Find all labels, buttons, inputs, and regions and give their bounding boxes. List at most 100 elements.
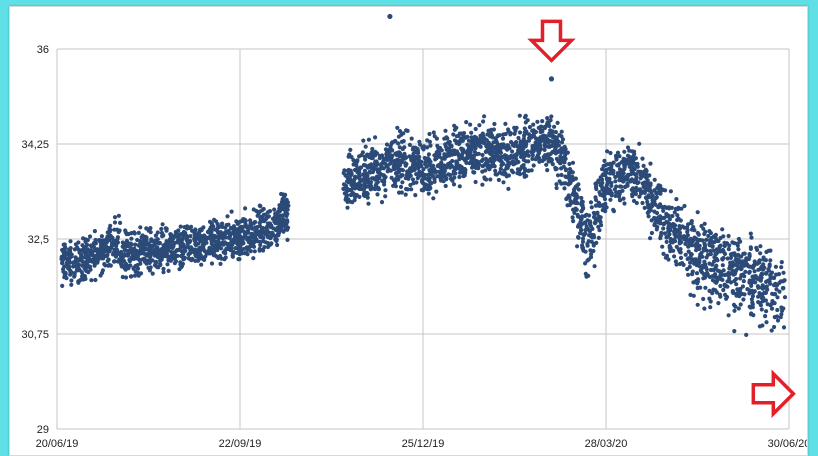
data-point	[672, 210, 677, 215]
data-point	[618, 175, 623, 180]
data-point	[64, 276, 69, 281]
data-point	[645, 183, 650, 188]
data-point	[540, 128, 545, 133]
data-point	[580, 243, 585, 248]
data-point	[284, 213, 289, 219]
data-point	[536, 151, 542, 156]
data-point	[123, 261, 128, 266]
data-point	[389, 158, 394, 163]
data-point	[426, 152, 431, 157]
data-point	[611, 168, 616, 174]
data-point	[400, 157, 405, 162]
data-point	[524, 129, 529, 134]
data-point	[253, 220, 258, 225]
data-point	[716, 246, 722, 252]
data-point	[544, 162, 549, 167]
data-point	[702, 306, 707, 311]
data-point	[161, 266, 166, 271]
data-point	[726, 313, 731, 318]
data-point	[219, 246, 224, 251]
data-point	[107, 233, 112, 238]
data-point	[222, 257, 227, 262]
data-point	[106, 249, 111, 254]
data-point	[169, 243, 174, 248]
data-point	[116, 213, 121, 218]
data-point	[100, 268, 105, 273]
data-point	[172, 261, 177, 266]
data-point	[101, 238, 106, 243]
outlier-point	[387, 13, 393, 20]
data-point	[112, 215, 118, 220]
data-point	[138, 225, 143, 230]
data-point	[357, 173, 362, 178]
data-point	[500, 136, 506, 141]
data-point	[375, 179, 380, 185]
data-point	[398, 184, 404, 189]
data-point	[648, 236, 653, 241]
data-point	[346, 154, 351, 159]
data-point	[596, 235, 601, 240]
data-point	[341, 182, 347, 187]
data-point	[584, 224, 589, 229]
data-point	[96, 252, 101, 257]
data-point	[625, 153, 631, 158]
data-point	[588, 248, 593, 253]
data-point	[734, 276, 739, 282]
data-point	[267, 209, 273, 214]
data-point	[737, 259, 742, 264]
data-point	[758, 303, 764, 308]
data-point	[772, 301, 777, 306]
data-point	[761, 267, 766, 272]
data-point	[772, 275, 777, 281]
data-point	[437, 151, 442, 156]
data-point	[80, 259, 85, 264]
data-point	[691, 293, 696, 298]
data-point	[526, 132, 532, 137]
data-point	[242, 231, 247, 236]
data-point	[283, 192, 288, 197]
data-point	[209, 222, 215, 227]
data-point	[602, 193, 607, 198]
data-point	[171, 236, 176, 241]
data-point	[373, 186, 378, 192]
data-point	[563, 149, 568, 155]
data-point	[347, 187, 352, 193]
data-point	[779, 265, 784, 270]
data-point	[691, 225, 696, 230]
data-point	[136, 230, 141, 235]
data-point	[672, 229, 677, 234]
data-point	[142, 247, 147, 252]
data-point	[189, 228, 195, 233]
data-point	[89, 278, 94, 283]
data-point	[237, 235, 242, 240]
data-point	[602, 197, 608, 202]
data-point	[91, 241, 97, 246]
data-point	[531, 122, 536, 127]
x-tick-label: 22/09/19	[219, 438, 262, 450]
data-point	[383, 188, 388, 193]
data-point	[348, 192, 353, 198]
data-point	[664, 205, 669, 210]
data-point	[494, 140, 499, 145]
data-point	[602, 158, 607, 163]
data-point	[755, 284, 761, 289]
data-point	[596, 217, 601, 223]
data-point	[201, 239, 206, 244]
data-point	[692, 261, 697, 266]
data-point	[621, 196, 626, 201]
data-point	[640, 156, 645, 161]
data-point	[184, 235, 190, 241]
data-point	[193, 234, 198, 239]
data-point	[427, 131, 432, 137]
data-point	[418, 142, 423, 147]
data-point	[408, 182, 413, 188]
data-point	[473, 165, 478, 170]
data-point	[112, 259, 117, 264]
data-point	[491, 160, 496, 165]
data-point	[519, 148, 524, 153]
data-point	[363, 157, 368, 162]
data-point	[225, 214, 230, 219]
data-point	[642, 169, 647, 174]
data-point	[83, 239, 88, 244]
data-point	[223, 235, 228, 240]
